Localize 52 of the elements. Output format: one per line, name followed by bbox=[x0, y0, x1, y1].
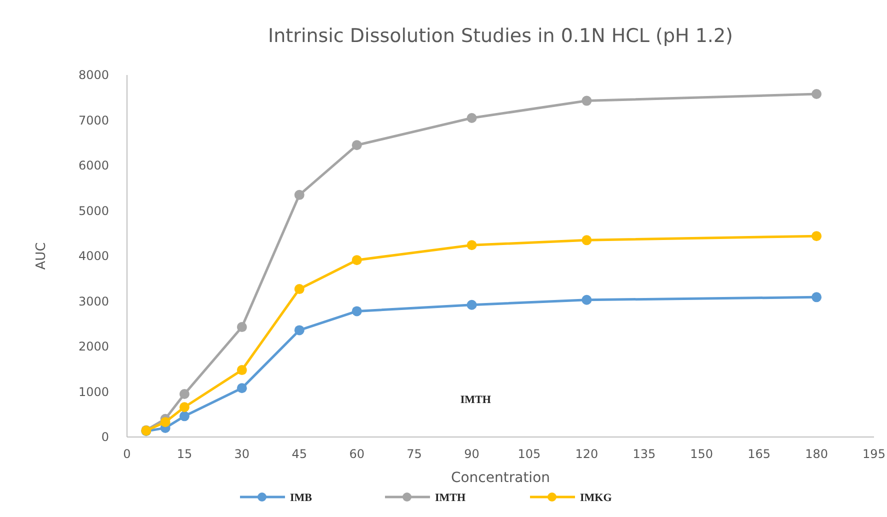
x-tick-label: 120 bbox=[575, 447, 598, 461]
x-tick-label: 45 bbox=[292, 447, 308, 461]
point bbox=[466, 112, 477, 123]
annotation: IMTH bbox=[460, 394, 492, 406]
y-tick-label: 0 bbox=[101, 430, 109, 444]
point bbox=[812, 292, 822, 302]
point bbox=[179, 411, 190, 422]
y-tick-label: 5000 bbox=[78, 204, 109, 218]
y-tick-label: 1000 bbox=[78, 384, 109, 399]
x-tick-label: 90 bbox=[464, 447, 480, 461]
chart-title: Intrinsic Dissolution Studies in 0.1N HCL (pH 1.2) bbox=[268, 25, 733, 47]
y-tick-label: 7000 bbox=[78, 113, 109, 128]
x-tick-label: 135 bbox=[632, 447, 656, 461]
point bbox=[582, 235, 592, 246]
y-tick-label: 4000 bbox=[78, 249, 109, 263]
x-tick-label: 75 bbox=[406, 447, 422, 461]
y-tick-label: 2000 bbox=[78, 340, 109, 354]
point bbox=[160, 417, 170, 428]
point bbox=[582, 294, 592, 305]
point bbox=[352, 255, 362, 266]
point bbox=[236, 322, 247, 332]
point bbox=[179, 389, 190, 400]
point bbox=[236, 365, 247, 376]
y-tick-label: 3000 bbox=[78, 294, 109, 308]
y-axis-title: AUC bbox=[34, 242, 49, 270]
x-axis-title: Concentration bbox=[450, 470, 550, 486]
legend-label: IMTH bbox=[435, 492, 466, 504]
x-tick-label: 150 bbox=[690, 447, 714, 461]
x-tick-label: 105 bbox=[518, 447, 541, 461]
point bbox=[352, 306, 362, 316]
point bbox=[582, 96, 592, 106]
point bbox=[812, 89, 822, 100]
point bbox=[294, 190, 304, 200]
x-tick-label: 30 bbox=[234, 447, 250, 461]
point bbox=[812, 231, 822, 242]
point bbox=[294, 325, 304, 336]
x-tick-label: 180 bbox=[805, 447, 828, 461]
point bbox=[352, 140, 362, 150]
point bbox=[466, 300, 477, 310]
x-tick-label: 15 bbox=[176, 447, 192, 461]
point bbox=[236, 383, 247, 394]
x-tick-label: 0 bbox=[123, 447, 131, 461]
y-tick-label: 8000 bbox=[78, 68, 109, 82]
point bbox=[179, 402, 190, 412]
legend-label: IMB bbox=[290, 492, 313, 504]
point bbox=[466, 240, 477, 250]
x-tick-label: 195 bbox=[862, 447, 886, 461]
legend-label: IMKG bbox=[580, 492, 612, 504]
x-tick-label: 60 bbox=[349, 447, 364, 461]
y-tick-label: 6000 bbox=[78, 158, 109, 172]
point bbox=[294, 284, 304, 294]
x-tick-label: 165 bbox=[748, 447, 771, 461]
